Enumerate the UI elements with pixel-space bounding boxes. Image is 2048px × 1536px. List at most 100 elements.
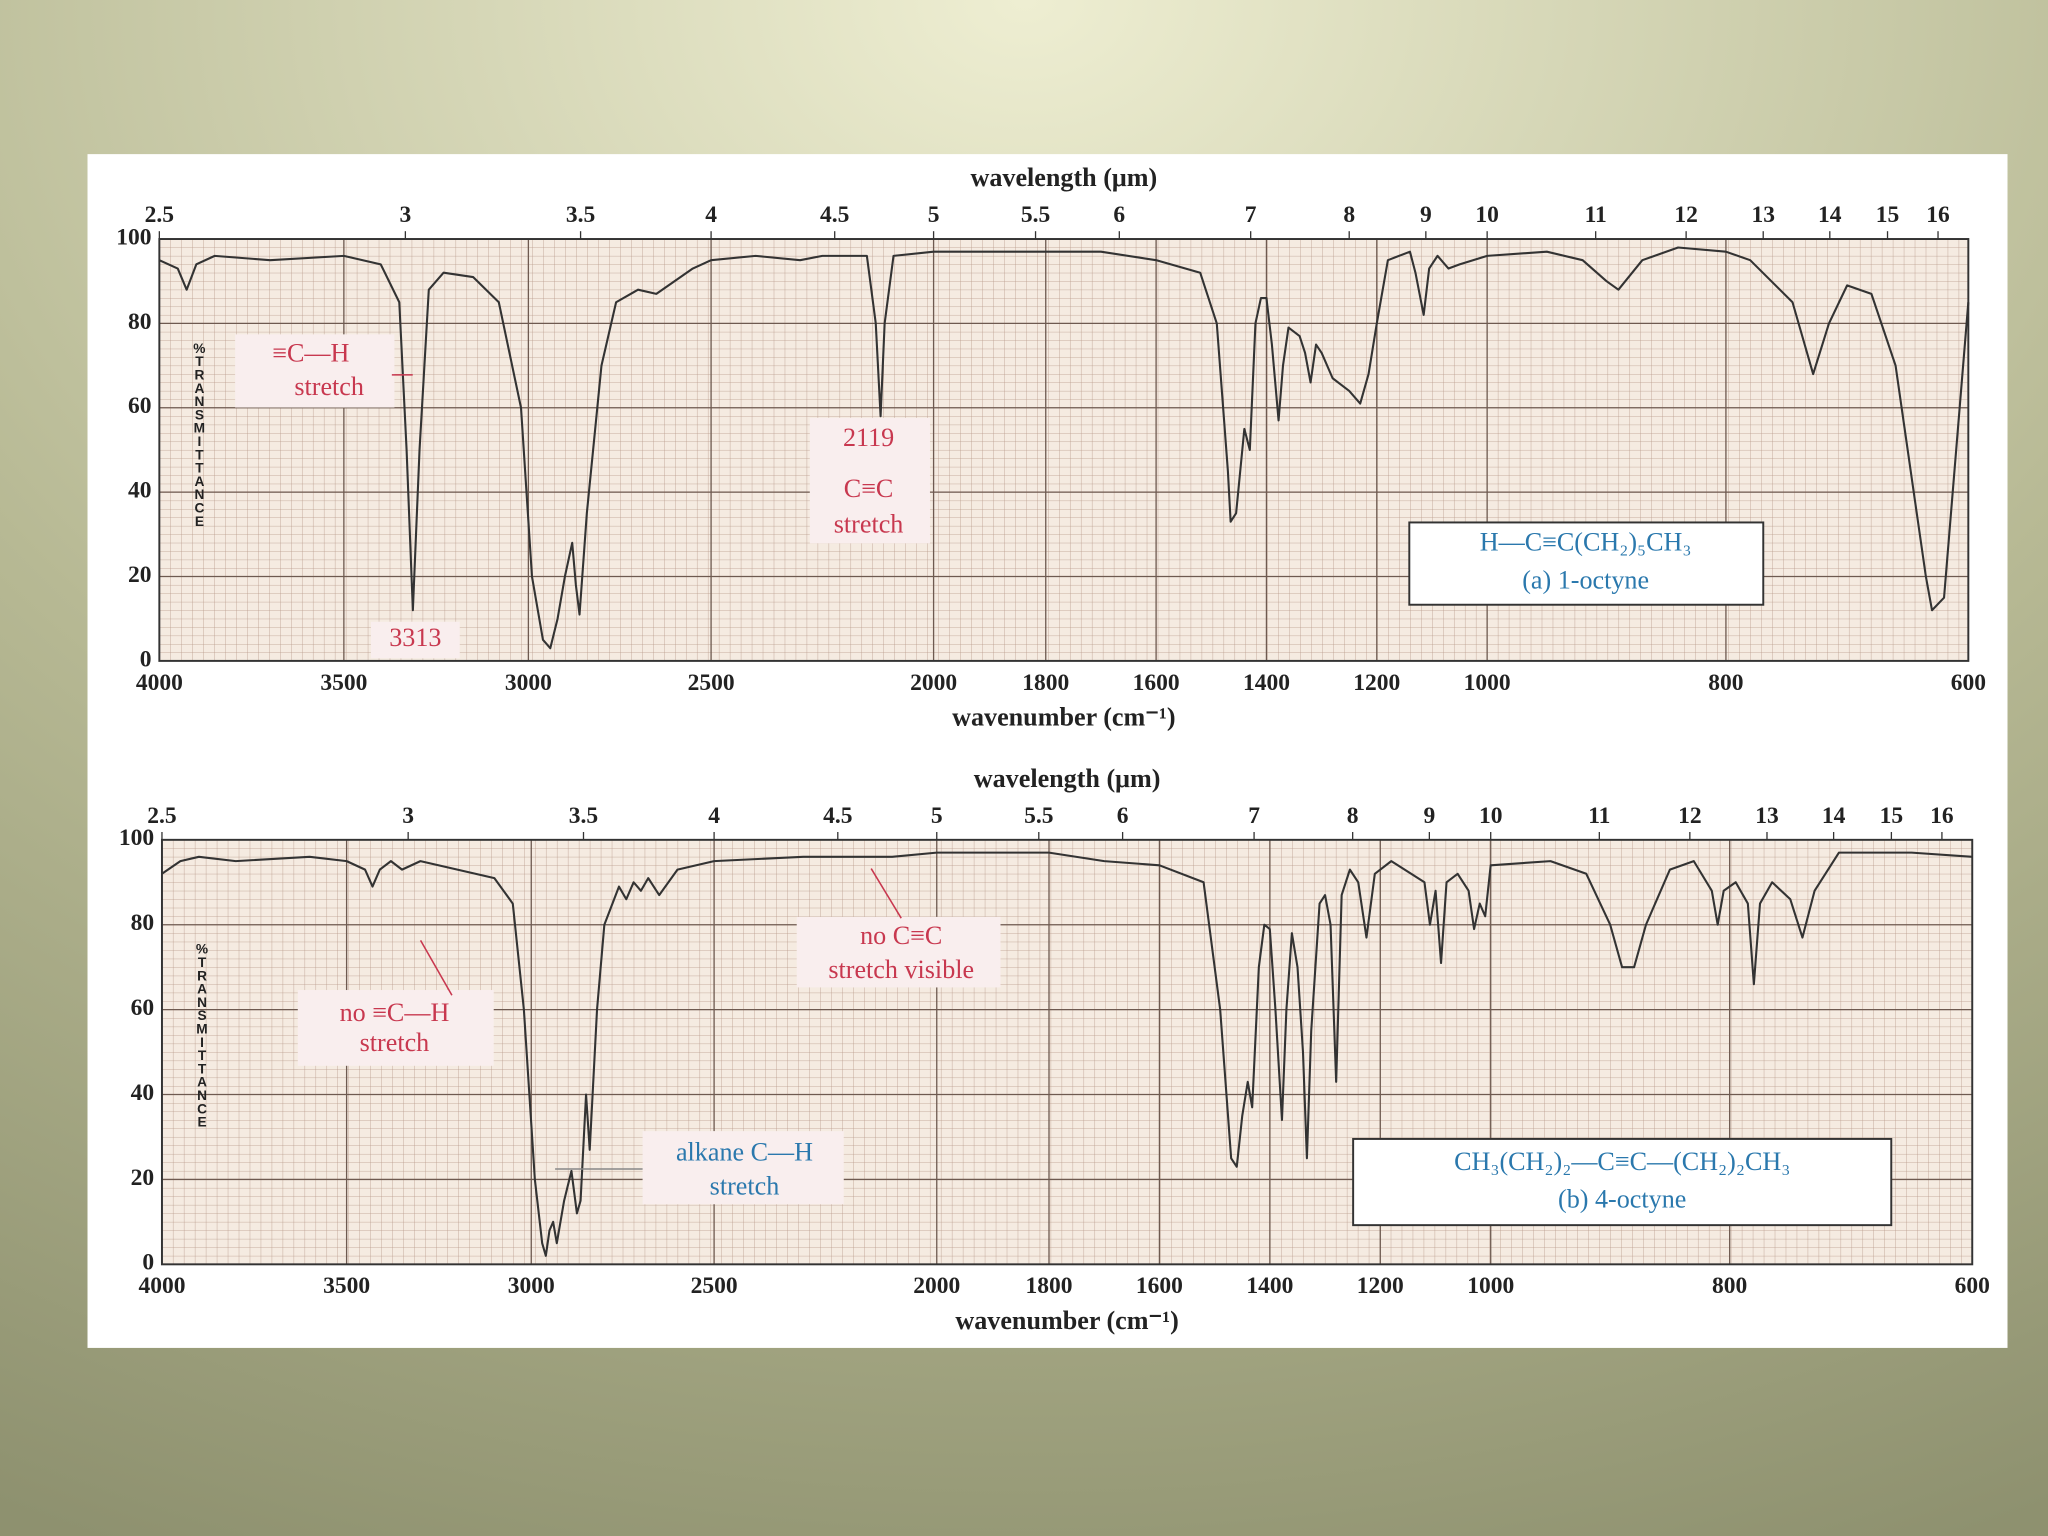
leader-line	[870, 868, 902, 919]
x-tick-label: 1400	[1243, 670, 1290, 696]
annotation: H—C≡C(CH₂)₅CH₃	[1480, 528, 1692, 557]
annotation: no C≡C	[860, 921, 942, 950]
y-tick-label: 80	[131, 910, 155, 936]
x2-tick-label: 10	[1479, 803, 1503, 829]
x2-tick-label: 4.5	[820, 202, 849, 228]
annotation: stretch visible	[828, 955, 974, 984]
x-tick-label: 4000	[136, 670, 183, 696]
x-tick-label: 600	[1951, 670, 1986, 696]
x-tick-label: 1400	[1246, 1273, 1293, 1299]
x-tick-label: 4000	[138, 1273, 185, 1299]
x2-axis-title: wavelength (μm)	[971, 163, 1158, 192]
y-tick-label: 20	[131, 1165, 155, 1191]
annotation: stretch	[710, 1172, 780, 1201]
x-tick-label: 1600	[1133, 670, 1180, 696]
x-tick-label: 1200	[1357, 1273, 1404, 1299]
x2-tick-label: 3	[399, 202, 411, 228]
annotation-box	[370, 621, 460, 659]
x-tick-label: 3500	[323, 1273, 370, 1299]
y-tick-label: 0	[140, 646, 152, 672]
x-axis-title: wavenumber (cm⁻¹)	[952, 703, 1175, 732]
annotation: alkane C—H	[676, 1138, 813, 1167]
spectrum-line	[158, 246, 1970, 650]
x2-tick-label: 9	[1423, 803, 1435, 829]
annotation: ≡C—H	[272, 338, 349, 367]
x-tick-label: 1000	[1464, 670, 1511, 696]
annotation-box	[235, 334, 395, 408]
x-tick-label: 1200	[1353, 670, 1400, 696]
x-tick-label: 1800	[1022, 670, 1069, 696]
x-axis-title: wavenumber (cm⁻¹)	[955, 1306, 1178, 1335]
x2-tick-label: 6	[1113, 202, 1125, 228]
x2-tick-label: 14	[1818, 202, 1842, 228]
plot-frame	[160, 838, 1974, 1266]
x2-tick-label: 4	[705, 202, 717, 228]
leader-line	[419, 940, 453, 996]
annotation: CH₃(CH₂)₂—C≡C—(CH₂)₂CH₃	[1454, 1147, 1790, 1176]
x2-tick-label: 9	[1420, 202, 1432, 228]
y-tick-label: 100	[116, 224, 151, 250]
annotation-box	[297, 990, 494, 1066]
annotation: stretch	[294, 372, 364, 401]
x2-tick-label: 3	[402, 803, 414, 829]
x2-tick-label: 12	[1674, 202, 1698, 228]
annotation: (a) 1-octyne	[1522, 566, 1649, 595]
y-axis-title: %TRANSMITTANCE	[195, 942, 210, 1128]
y-tick-label: 40	[131, 1080, 155, 1106]
x2-tick-label: 3.5	[569, 803, 598, 829]
x2-tick-label: 8	[1347, 803, 1359, 829]
annotation-box	[1408, 521, 1765, 606]
x2-tick-label: 8	[1343, 202, 1355, 228]
x2-tick-label: 11	[1588, 803, 1610, 829]
y-tick-label: 60	[128, 393, 152, 419]
x2-tick-label: 4.5	[823, 803, 852, 829]
x2-tick-label: 14	[1822, 803, 1846, 829]
annotation: stretch	[834, 509, 904, 538]
x2-tick-label: 10	[1475, 202, 1499, 228]
x-tick-label: 1600	[1136, 1273, 1183, 1299]
x2-tick-label: 16	[1930, 803, 1954, 829]
x2-tick-label: 13	[1755, 803, 1779, 829]
x2-tick-label: 2.5	[147, 803, 176, 829]
x-tick-label: 2000	[910, 670, 957, 696]
x2-tick-label: 7	[1245, 202, 1257, 228]
x2-tick-label: 5	[928, 202, 940, 228]
annotation: no ≡C—H	[340, 998, 450, 1027]
annotation-box	[642, 1131, 844, 1205]
x2-tick-label: 3.5	[566, 202, 595, 228]
y-axis-title: %TRANSMITTANCE	[192, 341, 207, 527]
annotation-box	[1352, 1137, 1893, 1227]
x2-axis-title: wavelength (μm)	[974, 764, 1161, 793]
annotation-box	[809, 417, 930, 544]
x2-tick-label: 12	[1678, 803, 1702, 829]
x2-tick-label: 5.5	[1024, 803, 1053, 829]
annotation: C≡C	[844, 474, 894, 503]
annotation: stretch	[360, 1028, 430, 1057]
x-tick-label: 1800	[1025, 1273, 1072, 1299]
x2-tick-label: 13	[1751, 202, 1775, 228]
annotation: 2119	[843, 423, 894, 452]
y-tick-label: 60	[131, 995, 155, 1021]
x2-tick-label: 5.5	[1021, 202, 1050, 228]
y-tick-label: 80	[128, 309, 152, 335]
x-tick-label: 3500	[320, 670, 367, 696]
x-tick-label: 2000	[913, 1273, 960, 1299]
x-tick-label: 3000	[505, 670, 552, 696]
x-tick-label: 800	[1712, 1273, 1747, 1299]
plot-frame	[158, 238, 1970, 662]
spectrum-line	[161, 851, 1973, 1257]
x-tick-label: 800	[1708, 670, 1743, 696]
annotation: (b) 4-octyne	[1558, 1185, 1686, 1214]
x2-tick-label: 2.5	[145, 202, 174, 228]
x-tick-label: 2500	[688, 670, 735, 696]
x2-tick-label: 11	[1585, 202, 1607, 228]
x2-tick-label: 4	[708, 803, 720, 829]
y-tick-label: 20	[128, 562, 152, 588]
x-tick-label: 2500	[691, 1273, 738, 1299]
x2-tick-label: 15	[1880, 803, 1904, 829]
annotation: 3313	[389, 623, 441, 652]
x-tick-label: 3000	[508, 1273, 555, 1299]
x2-tick-label: 16	[1926, 202, 1950, 228]
